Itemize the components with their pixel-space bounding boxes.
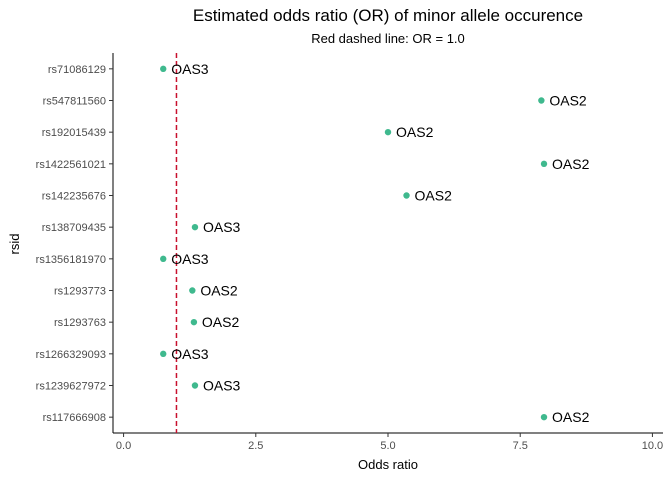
point-label: OAS2 xyxy=(552,409,590,425)
data-point xyxy=(190,318,198,326)
data-point xyxy=(160,65,167,73)
data-point xyxy=(384,128,392,136)
point-label: OAS2 xyxy=(549,93,587,109)
point-label: OAS3 xyxy=(171,61,209,77)
point-label: OAS2 xyxy=(396,124,434,140)
y-tick-label: rs547811560 xyxy=(43,96,106,108)
point-label: OAS3 xyxy=(171,346,209,362)
point-label: OAS2 xyxy=(415,188,453,204)
chart-title: Estimated odds ratio (OR) of minor allel… xyxy=(193,6,583,25)
y-tick-label: rs192015439 xyxy=(42,127,106,139)
data-point xyxy=(538,97,545,104)
x-axis-title: Odds ratio xyxy=(358,457,418,472)
plot-area: 0.0 2.5 5.0 7.5 10.0 rs71086129 OAS3 rs54781156… xyxy=(36,53,663,452)
data-point xyxy=(160,350,167,358)
point-label: OAS3 xyxy=(171,251,209,267)
y-tick-label: rs71086129 xyxy=(48,64,106,76)
x-tick-label: 10.0 xyxy=(642,440,663,452)
y-tick-label: rs138709435 xyxy=(42,222,106,234)
data-point xyxy=(540,413,548,421)
x-tick-label: 7.5 xyxy=(513,440,528,452)
data-point xyxy=(540,160,548,168)
y-tick-label: rs1293763 xyxy=(54,317,106,329)
data-point xyxy=(403,192,410,199)
x-tick-label: 0.0 xyxy=(116,440,131,452)
point-label: OAS2 xyxy=(200,283,238,299)
chart-subtitle: Red dashed line: OR = 1.0 xyxy=(311,31,465,46)
y-tick-label: rs1239627972 xyxy=(36,381,106,393)
y-tick-label: rs1293773 xyxy=(54,286,106,298)
point-label: OAS2 xyxy=(202,314,240,330)
data-point xyxy=(191,223,199,231)
y-axis-title: rsid xyxy=(7,234,22,255)
data-point xyxy=(191,382,199,389)
x-tick-label: 2.5 xyxy=(248,440,263,452)
y-tick-label: rs117666908 xyxy=(43,412,106,424)
point-label: OAS2 xyxy=(552,156,590,172)
y-tick-label: rs1266329093 xyxy=(36,349,106,361)
y-tick-label: rs1422561021 xyxy=(36,159,106,171)
y-tick-label: rs1356181970 xyxy=(36,254,106,266)
y-tick-label: rs142235676 xyxy=(42,191,106,203)
point-label: OAS3 xyxy=(203,219,241,235)
data-point xyxy=(160,255,167,263)
x-tick-label: 5.0 xyxy=(380,440,395,452)
point-label: OAS3 xyxy=(203,378,241,394)
data-point xyxy=(189,287,196,294)
